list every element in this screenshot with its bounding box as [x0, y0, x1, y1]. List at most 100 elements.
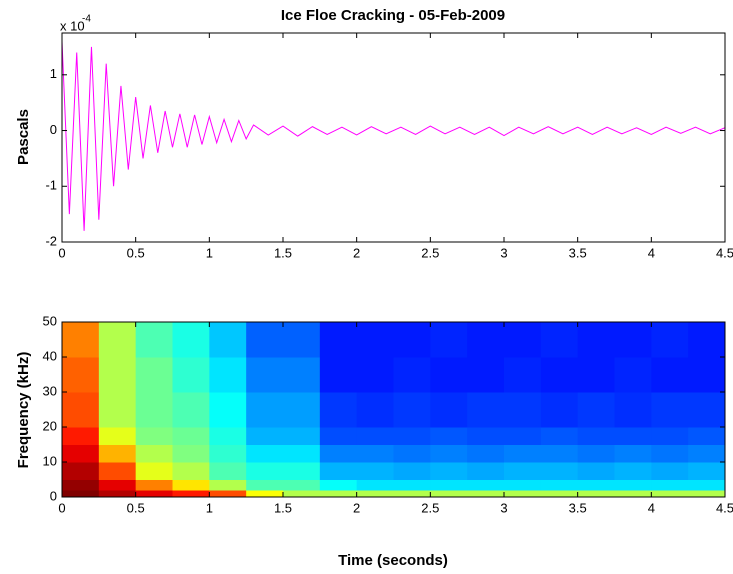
heatmap-cell [651, 479, 689, 491]
x-tick-label: 3 [500, 500, 507, 515]
x-tick-label: 0 [58, 245, 65, 260]
heatmap-cell [172, 357, 210, 393]
heatmap-cell [577, 479, 615, 491]
heatmap-cell [62, 357, 100, 393]
heatmap-cell [614, 392, 652, 428]
x-tick-label: 2.5 [421, 500, 439, 515]
x-tick-label: 1.5 [274, 245, 292, 260]
heatmap-cell [246, 357, 284, 393]
x-tick-label: 2.5 [421, 245, 439, 260]
heatmap-cell [135, 357, 173, 393]
heatmap-cell [614, 322, 652, 358]
heatmap-cell [172, 462, 210, 480]
heatmap-cell [283, 444, 321, 463]
heatmap-cell [651, 322, 689, 358]
heatmap-cell [209, 490, 247, 498]
heatmap-cell [430, 392, 468, 428]
heatmap-cell [504, 490, 542, 498]
heatmap-cell [430, 322, 468, 358]
x-tick-label: 1 [206, 500, 213, 515]
heatmap-cell [540, 490, 579, 498]
heatmap-cell [135, 479, 173, 491]
heatmap-cell [246, 427, 284, 445]
x-tick-label: 0 [58, 500, 65, 515]
x-tick-label: 3 [500, 245, 507, 260]
heatmap-cell [651, 357, 689, 393]
heatmap-cell [540, 479, 579, 491]
y-tick-label: 30 [43, 383, 57, 398]
x-tick-label: 0.5 [127, 500, 145, 515]
heatmap-cell [540, 444, 579, 463]
heatmap-cell [688, 427, 726, 445]
heatmap-cell [283, 392, 321, 428]
heatmap-cell [62, 427, 100, 445]
axes-box [61, 321, 726, 498]
heatmap-cell [467, 357, 505, 393]
x-tick-label: 3.5 [569, 245, 587, 260]
heatmap-cell [246, 479, 284, 491]
y-tick-label: 10 [43, 453, 57, 468]
heatmap-cell [504, 322, 542, 358]
heatmap-cell [393, 490, 431, 498]
heatmap-cell [98, 490, 137, 498]
heatmap-cell [62, 322, 100, 358]
x-tick-label: 1 [206, 245, 213, 260]
heatmap-cell [393, 357, 431, 393]
heatmap-cell [467, 444, 505, 463]
x-tick-label: 0.5 [127, 245, 145, 260]
heatmap-cell [651, 444, 689, 463]
heatmap-cell [540, 322, 579, 358]
heatmap-cell [688, 479, 726, 491]
heatmap-cell [172, 392, 210, 428]
y-multiplier-exponent: -4 [82, 14, 91, 25]
heatmap-cell [283, 427, 321, 445]
heatmap-cell [98, 462, 137, 480]
heatmap-cell [393, 444, 431, 463]
heatmap-cell [504, 444, 542, 463]
heatmap-cell [688, 357, 726, 393]
heatmap-cell [98, 479, 137, 491]
x-tick-label: 4 [648, 500, 655, 515]
heatmap-cell [246, 444, 284, 463]
heatmap-cell [688, 322, 726, 358]
heatmap-cell [467, 490, 505, 498]
heatmap-cell [319, 392, 358, 428]
heatmap-cell [540, 357, 579, 393]
heatmap-cell [430, 427, 468, 445]
heatmap-cell [614, 357, 652, 393]
y-axis-label: Frequency (kHz) [15, 352, 32, 469]
heatmap-cell [430, 490, 468, 498]
heatmap-cell [246, 322, 284, 358]
heatmap-cell [504, 357, 542, 393]
heatmap-cell [283, 322, 321, 358]
heatmap-cell [393, 479, 431, 491]
heatmap-cell [209, 444, 247, 463]
y-tick-label: 50 [43, 313, 57, 328]
heatmap-cell [209, 462, 247, 480]
heatmap-cell [688, 490, 726, 498]
heatmap-cell [577, 444, 615, 463]
heatmap-cell [319, 322, 358, 358]
heatmap-cell [430, 357, 468, 393]
heatmap-cell [467, 427, 505, 445]
heatmap-cell [135, 462, 173, 480]
heatmap-cell [577, 322, 615, 358]
heatmap-cell [577, 462, 615, 480]
heatmap-cell [283, 462, 321, 480]
heatmap-cell [614, 427, 652, 445]
heatmap-cell [614, 479, 652, 491]
heatmap-cell [209, 427, 247, 445]
heatmap-cell [135, 392, 173, 428]
heatmap-cell [356, 322, 394, 358]
heatmap-cell [688, 444, 726, 463]
heatmap-cell [135, 427, 173, 445]
heatmap-cell [135, 444, 173, 463]
heatmap-cell [135, 322, 173, 358]
heatmap-cell [319, 357, 358, 393]
heatmap-cell [319, 427, 358, 445]
heatmap-cell [98, 444, 137, 463]
heatmap-cell [430, 462, 468, 480]
heatmap-cell [319, 462, 358, 480]
heatmap-cell [504, 392, 542, 428]
